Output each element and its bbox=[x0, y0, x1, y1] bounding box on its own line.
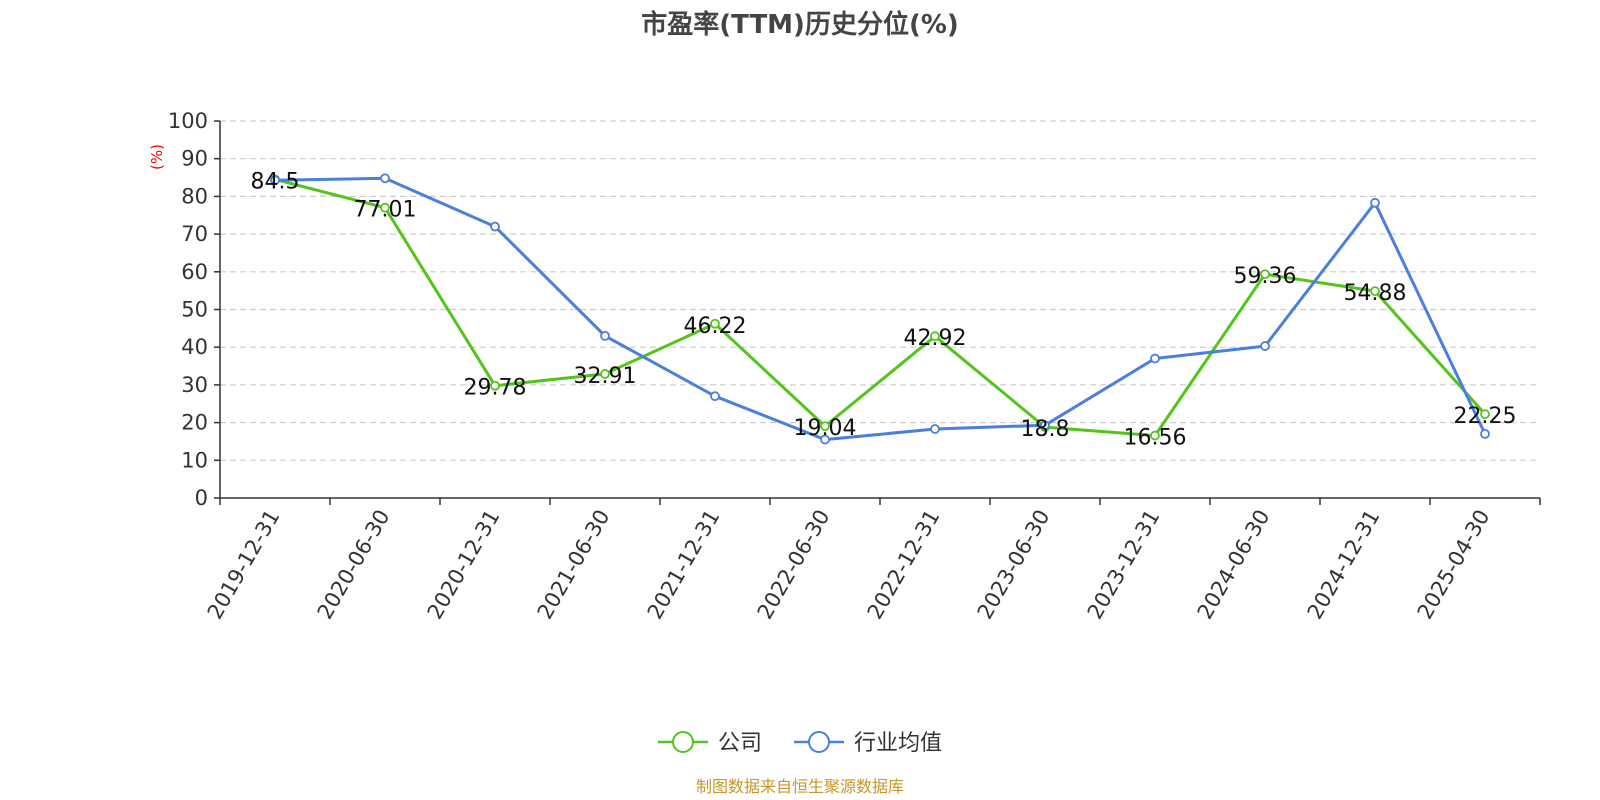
data-label: 22.25 bbox=[1454, 404, 1517, 429]
legend-marker bbox=[672, 731, 694, 753]
data-point[interactable] bbox=[380, 202, 390, 213]
y-tick-label: 10 bbox=[181, 448, 208, 472]
legend-label: 公司 bbox=[718, 731, 762, 756]
data-point[interactable] bbox=[1480, 429, 1490, 439]
x-tick-label: 2025-04-30 bbox=[1413, 506, 1495, 624]
x-tick-label: 2020-12-31 bbox=[423, 506, 505, 624]
data-point[interactable] bbox=[1150, 353, 1160, 364]
source-note: 制图数据来自恒生聚源数据库 bbox=[696, 777, 904, 796]
data-point[interactable] bbox=[600, 369, 610, 379]
y-tick-label: 50 bbox=[181, 298, 208, 322]
y-tick-label: 70 bbox=[181, 222, 208, 246]
y-tick-label: 80 bbox=[181, 184, 208, 208]
x-tick-label: 2022-06-30 bbox=[753, 506, 835, 624]
data-point[interactable] bbox=[1480, 409, 1490, 420]
series-line bbox=[274, 177, 1487, 438]
y-axis-label: (%) bbox=[148, 144, 166, 170]
data-point[interactable] bbox=[930, 331, 940, 342]
data-label: 46.22 bbox=[684, 314, 747, 339]
x-tick-label: 2024-06-30 bbox=[1193, 506, 1275, 624]
chart-title: 市盈率(TTM)历史分位(%) bbox=[641, 9, 959, 40]
series-layer bbox=[270, 173, 1490, 445]
y-tick-label: 30 bbox=[181, 373, 208, 397]
data-point[interactable] bbox=[490, 380, 500, 391]
series-line bbox=[274, 176, 1487, 442]
data-point[interactable] bbox=[270, 175, 280, 186]
data-point[interactable] bbox=[710, 318, 720, 329]
data-label: 29.78 bbox=[464, 376, 527, 401]
data-point[interactable] bbox=[820, 421, 830, 432]
x-tick-label: 2022-12-31 bbox=[863, 506, 945, 624]
legend-item-1[interactable]: 公司 bbox=[658, 731, 762, 756]
data-label: 77.01 bbox=[354, 198, 417, 223]
data-label: 18.8 bbox=[1021, 417, 1070, 442]
y-tick-label: 60 bbox=[181, 260, 208, 284]
data-point[interactable] bbox=[1260, 269, 1270, 280]
data-point[interactable] bbox=[1370, 286, 1380, 297]
series-1 bbox=[270, 174, 1490, 441]
x-tick-label: 2020-06-30 bbox=[313, 506, 395, 624]
data-label: 59.36 bbox=[1234, 264, 1297, 289]
data-label: 19.04 bbox=[794, 416, 857, 441]
data-point[interactable] bbox=[1150, 430, 1160, 441]
data-label: 32.91 bbox=[574, 364, 637, 389]
y-tick-label: 100 bbox=[168, 109, 208, 133]
x-tick-label: 2021-12-31 bbox=[643, 506, 725, 624]
data-point[interactable] bbox=[930, 424, 940, 434]
x-tick-label: 2019-12-31 bbox=[203, 506, 285, 624]
data-point[interactable] bbox=[1370, 197, 1380, 208]
data-point[interactable] bbox=[1260, 341, 1270, 351]
data-labels: 84.5 77.01 29.78 32.91 46.22 19.04 42.92 18.8 16… bbox=[251, 169, 1517, 450]
data-label: 54.88 bbox=[1344, 281, 1407, 306]
data-point[interactable] bbox=[600, 330, 610, 341]
grid-lines bbox=[220, 120, 1540, 461]
x-tick-label: 2023-12-31 bbox=[1083, 506, 1165, 624]
x-tick-label: 2021-06-30 bbox=[533, 506, 615, 624]
series-2 bbox=[270, 173, 1490, 445]
legend: 公司 行业均值 bbox=[658, 731, 942, 756]
x-tick-label: 2023-06-30 bbox=[973, 506, 1055, 624]
data-point[interactable] bbox=[380, 173, 390, 184]
data-point[interactable] bbox=[820, 434, 830, 445]
y-tick-label: 40 bbox=[181, 335, 208, 359]
y-tick-label: 20 bbox=[181, 411, 208, 435]
data-point[interactable] bbox=[490, 221, 500, 232]
legend-item-2[interactable]: 行业均值 bbox=[794, 731, 942, 756]
y-tick-label: 90 bbox=[181, 147, 208, 171]
legend-marker bbox=[808, 731, 830, 753]
legend-label: 行业均值 bbox=[854, 731, 942, 756]
y-tick-label: 0 bbox=[195, 486, 208, 510]
x-axis-ticks: 2019-12-31 2020-06-30 2020-12-31 2021-06-30… bbox=[203, 498, 1541, 624]
x-tick-label: 2024-12-31 bbox=[1303, 506, 1385, 624]
data-label: 84.5 bbox=[251, 169, 300, 194]
data-label: 16.56 bbox=[1124, 426, 1187, 451]
data-point[interactable] bbox=[1040, 420, 1050, 431]
data-point[interactable] bbox=[710, 391, 720, 402]
data-label: 42.92 bbox=[904, 326, 967, 351]
y-axis-ticks: 0 10 20 30 40 50 60 70 80 90 100 bbox=[168, 109, 220, 510]
